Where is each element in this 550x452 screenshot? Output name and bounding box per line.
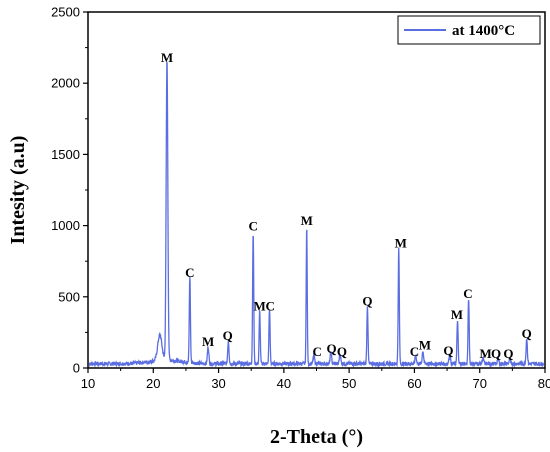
- peak-label: Q: [362, 293, 372, 308]
- series-layer: [88, 61, 545, 369]
- peak-label: M: [301, 213, 313, 228]
- x-tick-label: 50: [342, 376, 356, 391]
- y-tick-label: 500: [58, 289, 80, 304]
- x-tick-label: 20: [146, 376, 160, 391]
- y-tick-label: 0: [73, 361, 80, 376]
- plot-frame: [87, 11, 546, 369]
- peak-label: Q: [223, 328, 233, 343]
- peak-label: M: [479, 346, 491, 361]
- peak-label: C: [265, 298, 274, 313]
- peak-label: Q: [491, 346, 501, 361]
- y-tick-label: 2000: [51, 76, 80, 91]
- y-axis-ticks: 0 500 1000 1500 2000 2500: [51, 5, 88, 376]
- peak-label: C: [463, 286, 472, 301]
- legend: at 1400°C: [397, 15, 541, 45]
- x-tick-label: 70: [472, 376, 486, 391]
- peak-label: M: [419, 337, 431, 352]
- x-tick-label: 60: [407, 376, 421, 391]
- peak-label: M: [451, 307, 463, 322]
- x-axis-title: 2-Theta (°): [270, 426, 363, 448]
- peak-label: M: [161, 50, 173, 65]
- y-axis-title: Intesity (a.u): [7, 136, 29, 245]
- peak-label: Q: [522, 326, 532, 341]
- peak-label: Q: [337, 344, 347, 359]
- peak-label: Q: [443, 343, 453, 358]
- peak-label: C: [312, 344, 321, 359]
- series-line-0: [88, 61, 545, 369]
- peak-label: M: [254, 298, 266, 313]
- peak-label: M: [202, 334, 214, 349]
- x-tick-label: 30: [211, 376, 225, 391]
- peak-label: Q: [326, 341, 336, 356]
- peak-label: C: [410, 344, 419, 359]
- x-tick-label: 10: [81, 376, 95, 391]
- y-tick-label: 2500: [51, 5, 80, 20]
- x-tick-label: 80: [538, 376, 550, 391]
- y-tick-label: 1000: [51, 218, 80, 233]
- legend-entry-label: at 1400°C: [452, 23, 515, 39]
- y-tick-label: 1500: [51, 147, 80, 162]
- peak-label: Q: [503, 346, 513, 361]
- peak-label: C: [248, 219, 257, 234]
- x-axis-ticks: 10 20 30 40 50 60 70 80: [81, 368, 550, 391]
- x-tick-label: 40: [277, 376, 291, 391]
- peak-label: C: [185, 265, 194, 280]
- peak-label: M: [395, 236, 407, 251]
